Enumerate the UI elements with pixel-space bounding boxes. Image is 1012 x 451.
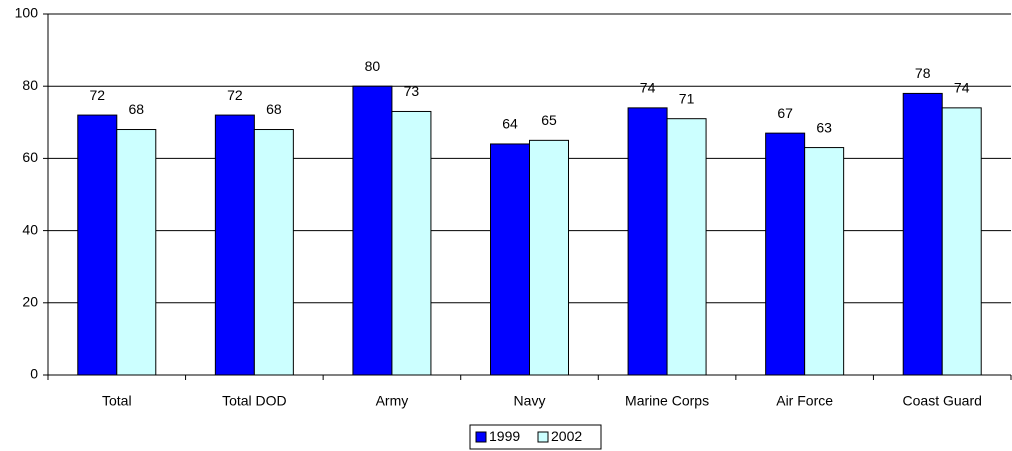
data-label: 64 [502, 116, 518, 132]
y-tick-label: 60 [22, 149, 38, 165]
bar [490, 143, 530, 376]
bar [116, 129, 157, 376]
data-label: 72 [227, 87, 243, 103]
data-label: 74 [640, 80, 656, 96]
y-tick-label: 40 [22, 221, 38, 237]
bar [804, 147, 845, 376]
data-label: 65 [541, 112, 557, 128]
bar [627, 107, 668, 376]
data-label: 80 [365, 58, 381, 74]
data-label: 78 [915, 65, 931, 81]
bar [391, 110, 432, 376]
data-label: 68 [266, 101, 282, 117]
bar [253, 129, 294, 376]
data-label: 68 [128, 101, 144, 117]
bar [902, 92, 943, 376]
y-tick-label: 20 [22, 294, 38, 310]
legend-box [469, 424, 602, 450]
bar [352, 85, 393, 376]
x-tick-label: Marine Corps [625, 393, 709, 409]
data-label: 74 [954, 80, 970, 96]
legend-swatch [475, 431, 487, 443]
x-tick-label: Army [376, 393, 409, 409]
x-tick-label: Air Force [776, 393, 833, 409]
legend-label: 1999 [489, 428, 520, 444]
x-tick-label: Navy [514, 393, 546, 409]
y-tick-label: 0 [30, 366, 38, 382]
bar [529, 139, 569, 376]
data-label: 67 [777, 105, 793, 121]
bar [941, 107, 982, 376]
x-tick-label: Coast Guard [903, 393, 982, 409]
data-label: 63 [816, 119, 832, 135]
bar [666, 118, 707, 376]
legend-label: 2002 [551, 428, 582, 444]
data-label: 73 [404, 83, 420, 99]
bar [77, 114, 118, 376]
y-tick-label: 100 [15, 5, 39, 21]
x-tick-label: Total [102, 393, 132, 409]
data-label: 72 [89, 87, 105, 103]
y-tick-label: 80 [22, 77, 38, 93]
bar [765, 132, 806, 376]
legend-swatch [537, 431, 549, 443]
x-tick-label: Total DOD [222, 393, 287, 409]
bar [214, 114, 255, 376]
data-label: 71 [679, 90, 695, 106]
